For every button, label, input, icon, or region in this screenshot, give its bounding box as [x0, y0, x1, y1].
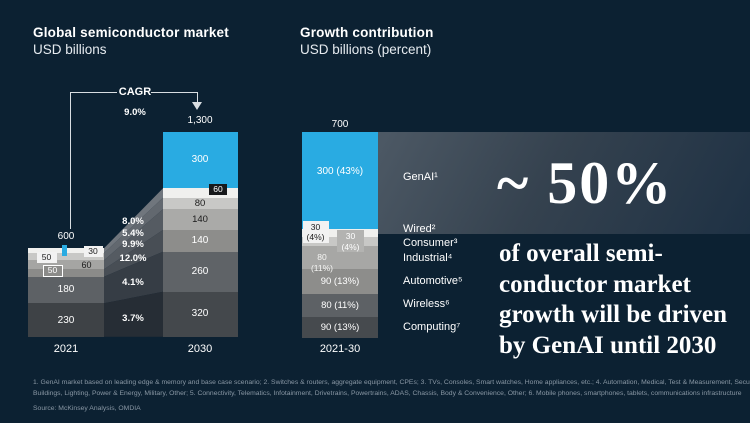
category-label-consumer: Consumer³ [403, 237, 458, 249]
bar-2021-label-industrial: 60 [81, 259, 92, 270]
wired-value: 30 [310, 221, 321, 232]
cagr-bracket-line-right [151, 92, 197, 93]
bar-2030-segment-automotive [163, 230, 238, 252]
bar-2021-axis-label: 2021 [53, 343, 79, 355]
cagr-bracket-drop-right [196, 92, 198, 103]
cagr-bracket-line-left [70, 92, 117, 93]
cagr-value-wired: 8.0% [122, 216, 144, 227]
source-line: Source: McKinsey Analysis, OMDIA [33, 404, 141, 412]
bar-2021-label-automotive: 50 [42, 264, 63, 277]
flow-band-automotive [104, 230, 163, 277]
bar-growth-segment-genai [302, 132, 378, 229]
consumer-value: 30 [345, 231, 356, 241]
bar-growth-label-genai: 300 (43%) [316, 166, 364, 177]
bar-2021-label-consumer: 50 [36, 251, 57, 263]
bar-growth-callout-consumer: 30 (4%) [337, 230, 364, 252]
bar-growth-label-wireless: 80 (11%) [321, 300, 359, 311]
bar-2021-segment-wireless [28, 276, 104, 304]
footnote-line-1: 1. GenAI market based on leading edge & … [33, 379, 750, 386]
bar-growth-segment-automotive [302, 268, 378, 294]
wired-percent: (4%) [306, 232, 325, 242]
bar-2030-label-wired: 60 [209, 183, 227, 195]
bar-2030-total: 1,300 [187, 114, 213, 126]
takeaway-line-2: conductor market [499, 270, 691, 298]
bar-growth-label-automotive: 90 (13%) [320, 276, 360, 287]
bar-2030-label-wireless: 260 [191, 265, 209, 277]
bar-2021 [28, 248, 104, 337]
genai-highlight-panel [378, 132, 750, 234]
cagr-value-consumer: 5.4% [122, 227, 144, 239]
bar-2030-segment-wired [163, 188, 238, 198]
takeaway-text: of overall semi- conductor market growth… [499, 239, 727, 361]
category-label-industrial: Industrial⁴ [403, 251, 453, 264]
bar-2030 [163, 132, 238, 337]
bar-2021-label-wired: 30 [83, 246, 103, 257]
bar-2030-label-consumer: 80 [194, 197, 206, 209]
bar-2030-label-computing: 320 [191, 308, 209, 319]
bar-2021-label-computing: 230 [57, 314, 75, 326]
cagr-bracket-drop-left [70, 92, 71, 229]
bar-2030-segment-wireless [163, 251, 238, 292]
bar-growth [302, 132, 378, 338]
bar-growth-segment-computing [302, 316, 378, 338]
cagr-value-computing: 3.7% [122, 313, 144, 324]
takeaway-line-1: of overall semi- [499, 240, 663, 267]
bar-growth-total: 700 [331, 119, 349, 130]
bar-2030-label-genai: 300 [191, 154, 209, 165]
cagr-value-automotive: 12.0% [119, 253, 147, 264]
flow-band-wireless [104, 251, 163, 304]
flow-band-computing [104, 291, 163, 337]
bar-2021-segment-computing [28, 303, 104, 337]
bar-2021-segment-industrial [28, 260, 104, 270]
left-chart-subtitle: USD billions [33, 42, 107, 57]
category-label-wireless: Wireless⁶ [403, 297, 450, 310]
cagr-arrowhead-icon [192, 102, 202, 110]
cagr-value-industrial: 9.9% [122, 239, 144, 250]
bar-growth-callout-wired: 30 (4%) [302, 220, 329, 243]
bar-2030-segment-computing [163, 291, 238, 337]
bar-2021-total: 600 [57, 230, 75, 242]
cagr-total-value: 9.0% [124, 107, 146, 118]
category-label-genai: GenAI¹ [403, 171, 438, 183]
takeaway-line-3: growth will be driven [499, 301, 728, 328]
left-chart-title: Global semiconductor market [33, 25, 229, 40]
footnote-line-2: Buildings, Lighting, Power & Energy, Mil… [33, 389, 742, 397]
industrial-value: 80 [317, 252, 327, 262]
bar-2030-label-industrial: 140 [192, 213, 208, 225]
category-label-automotive: Automotive⁵ [403, 274, 463, 287]
bar-2021-genai-tick [62, 245, 67, 256]
industrial-percent: (11%) [310, 262, 334, 273]
category-label-wired: Wired² [403, 222, 436, 235]
bar-2021-segment-automotive [28, 269, 104, 277]
bar-2030-segment-industrial [163, 209, 238, 230]
cagr-value-wireless: 4.1% [122, 277, 144, 288]
bar-growth-segment-wireless [302, 294, 378, 317]
flow-bands [104, 188, 163, 337]
flow-band-wired [104, 188, 163, 253]
category-label-computing: Computing⁷ [403, 320, 461, 333]
bar-growth-label-computing: 90 (13%) [320, 322, 360, 333]
headline-50-percent: ~ 50% [497, 150, 674, 216]
consumer-percent: (4%) [341, 241, 360, 252]
bar-2030-segment-genai [163, 132, 238, 189]
bar-2021-label-wireless: 180 [57, 284, 75, 295]
mid-chart-subtitle: USD billions (percent) [300, 42, 432, 57]
flow-band-consumer [104, 197, 163, 261]
flow-band-industrial [104, 209, 163, 270]
bar-2021-segment-consumer [28, 252, 104, 260]
bar-2030-segment-consumer [163, 197, 238, 210]
bar-growth-axis-label: 2021-30 [319, 343, 361, 355]
bar-2030-label-automotive: 140 [191, 235, 209, 246]
bar-growth-label-industrial: 80 (11%) [306, 251, 338, 273]
bar-2030-axis-label: 2030 [187, 343, 213, 355]
mid-chart-title: Growth contribution [300, 25, 434, 40]
takeaway-line-4: by GenAI until 2030 [499, 331, 717, 359]
cagr-label: CAGR [118, 86, 152, 98]
